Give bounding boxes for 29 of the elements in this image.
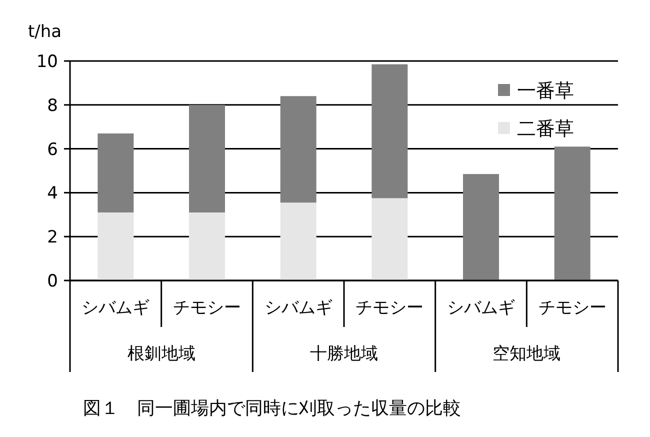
bar: [98, 133, 134, 212]
bar: [189, 212, 225, 280]
bar: [554, 146, 590, 280]
y-axis-title: t/ha: [28, 22, 62, 42]
x-tick-label: シバムギ: [82, 298, 150, 318]
y-tick-label: 10: [36, 52, 58, 72]
y-tick-label: 4: [47, 184, 58, 204]
text: 空知地域: [492, 344, 561, 364]
bar: [189, 104, 225, 212]
bar: [372, 198, 408, 280]
x-tick-label: チモシー: [538, 298, 606, 318]
legend-label: 一番草: [517, 80, 574, 102]
y-tick-label: 2: [47, 228, 58, 248]
bar: [280, 96, 316, 203]
legend-label: 二番草: [517, 118, 574, 140]
x-tick-label: チモシー: [356, 298, 424, 318]
bar: [463, 174, 499, 280]
x-tick-label: シバムギ: [264, 298, 332, 318]
y-tick-label: 6: [47, 140, 58, 160]
bar: [280, 202, 316, 280]
x-tick-label: チモシー: [173, 298, 241, 318]
caption: 図１ 同一圃場内で同時に刈取った収量の比較: [83, 398, 461, 419]
text: 十勝地域: [310, 344, 378, 364]
y-tick-label: 0: [47, 272, 58, 292]
y-tick-label: 8: [47, 96, 58, 116]
bar: [98, 212, 134, 280]
x-tick-label: シバムギ: [447, 298, 515, 318]
bar: [372, 64, 408, 198]
text: 根釧地域: [127, 344, 196, 364]
